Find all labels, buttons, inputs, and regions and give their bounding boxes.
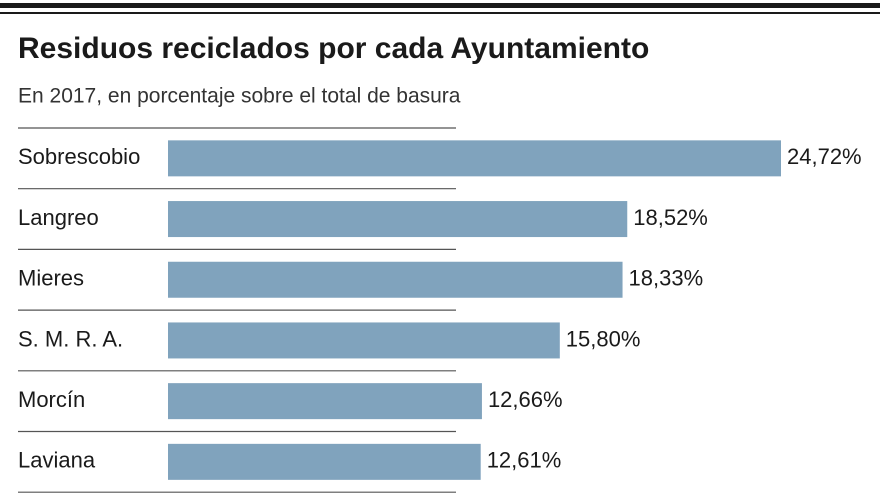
category-label: Morcín <box>18 387 85 412</box>
top-rule <box>0 3 880 8</box>
bar <box>168 140 781 177</box>
value-label: 12,61% <box>487 448 562 473</box>
value-label: 12,66% <box>488 387 563 412</box>
value-label: 15,80% <box>566 326 641 351</box>
category-label: Laviana <box>18 448 96 473</box>
value-label: 24,72% <box>787 144 862 169</box>
value-label: 18,52% <box>633 205 708 230</box>
category-label: Mieres <box>18 266 84 291</box>
category-label: Langreo <box>18 205 99 230</box>
category-label: Sobrescobio <box>18 144 140 169</box>
bar <box>168 201 628 238</box>
bar <box>168 443 481 480</box>
bar <box>168 383 482 420</box>
top-rule-thin <box>0 12 880 14</box>
value-label: 18,33% <box>629 266 704 291</box>
category-label: S. M. R. A. <box>18 326 123 351</box>
chart-subtitle: En 2017, en porcentaje sobre el total de… <box>18 85 461 108</box>
bar <box>168 322 560 359</box>
bar <box>168 261 623 298</box>
chart-title: Residuos reciclados por cada Ayuntamient… <box>18 32 649 65</box>
